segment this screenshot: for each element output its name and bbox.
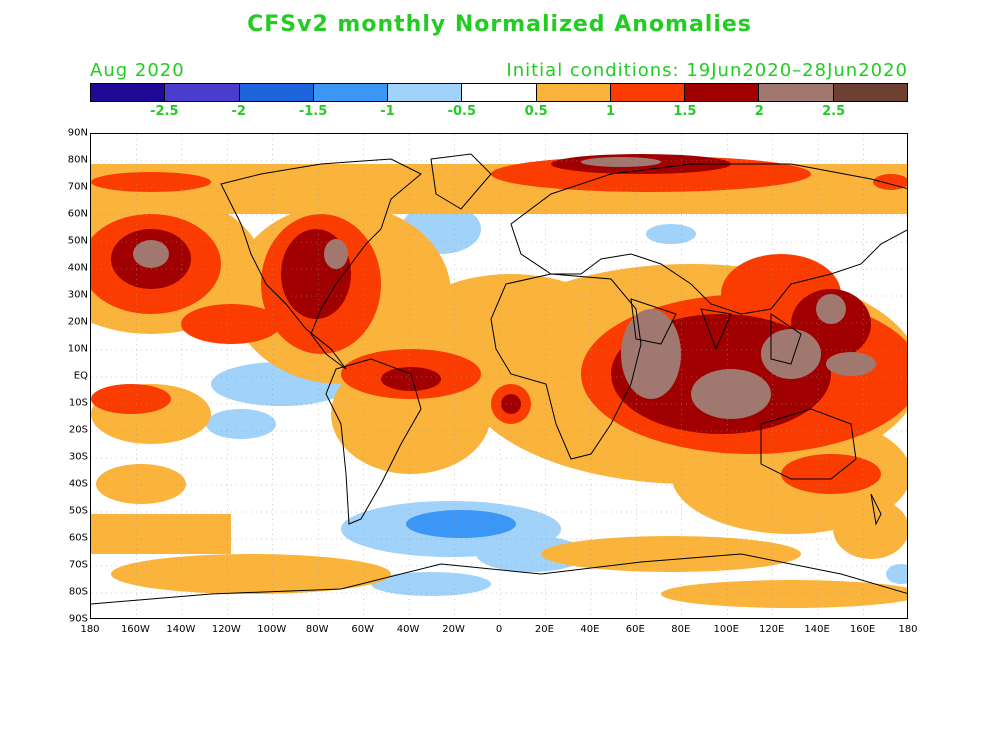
latitude-label: 30N [67, 289, 88, 301]
colorbar-swatch [388, 84, 463, 101]
colorbar-label: 2 [754, 104, 764, 119]
map-title: CFSv2 monthly Normalized Anomalies [247, 12, 752, 37]
positive-anomaly-very-high [133, 157, 876, 419]
latitude-label: 50S [68, 505, 88, 517]
colorbar-swatch [610, 84, 686, 101]
colorbar-swatch [239, 84, 314, 101]
latitude-label: 10N [67, 343, 88, 355]
latitude-label: 20N [67, 316, 88, 328]
longitude-label: 180 [898, 624, 918, 635]
longitude-label: 40W [396, 624, 420, 635]
longitude-label: 20E [534, 624, 554, 635]
colorbar-labels: -2.5 -2 -1.5 -1 -0.5 0.5 1 1.5 2 2.5 [90, 104, 908, 120]
grid-lines [91, 134, 907, 618]
colorbar-label: -1.5 [298, 104, 328, 119]
latitude-label: 70N [67, 181, 88, 193]
longitude-label: 80W [305, 624, 329, 635]
latitude-label: 70S [68, 559, 88, 571]
colorbar-label: 2.5 [822, 104, 846, 119]
anomaly-map [90, 133, 908, 619]
longitude-label: 60E [625, 624, 645, 635]
colorbar-swatch [685, 84, 760, 101]
colorbar-label: -1 [380, 104, 395, 119]
colorbar-swatch [313, 84, 389, 101]
colorbar-label: 0.5 [524, 104, 548, 119]
colorbar-label: -2.5 [150, 104, 179, 119]
latitude-label: 10S [68, 397, 88, 409]
latitude-label: EQ [73, 370, 88, 382]
longitude-label: 120W [211, 624, 241, 635]
longitude-label: 20W [442, 624, 465, 635]
longitude-label: 60W [351, 624, 374, 635]
longitude-label: 40E [580, 624, 600, 635]
longitude-label: 140W [166, 624, 196, 635]
colorbar-label: -0.5 [447, 104, 477, 119]
latitude-label: 50N [67, 235, 88, 247]
latitude-label: 90N [67, 127, 88, 139]
coastlines [91, 153, 907, 605]
longitude-label: 100W [257, 624, 287, 635]
latitude-label: 40S [68, 478, 88, 490]
longitude-label: 140E [804, 624, 830, 635]
colorbar-swatch [462, 84, 537, 101]
colorbar-label: 1.5 [673, 104, 697, 119]
latitude-label: 80S [68, 586, 88, 598]
latitude-label: 60S [68, 532, 88, 544]
colorbar [90, 83, 908, 102]
colorbar-swatch [165, 84, 240, 101]
colorbar-label: -2 [231, 104, 246, 119]
latitude-label: 30S [68, 451, 88, 463]
latitude-label: 40N [67, 262, 88, 274]
longitude-label: 80E [671, 624, 691, 635]
latitude-label: 80N [67, 154, 88, 166]
map-canvas [91, 134, 907, 618]
latitude-label: 90S [68, 613, 88, 625]
longitude-label: 0 [495, 624, 503, 635]
colorbar-swatch [91, 84, 166, 101]
longitude-label: 120E [758, 624, 785, 635]
colorbar-swatch [536, 84, 611, 101]
initial-conditions: Initial conditions: 19Jun2020–28Jun2020 [506, 60, 908, 81]
colorbar-label: 1 [606, 104, 616, 119]
longitude-label: 180 [80, 624, 100, 635]
forecast-month: Aug 2020 [90, 60, 185, 81]
colorbar-swatch [833, 84, 907, 101]
latitude-label: 20S [68, 424, 88, 436]
longitude-label: 160E [849, 624, 876, 635]
longitude-label: 100E [713, 624, 739, 635]
latitude-label: 60N [67, 208, 88, 220]
longitude-label: 160W [120, 624, 150, 635]
colorbar-swatch [759, 84, 834, 101]
